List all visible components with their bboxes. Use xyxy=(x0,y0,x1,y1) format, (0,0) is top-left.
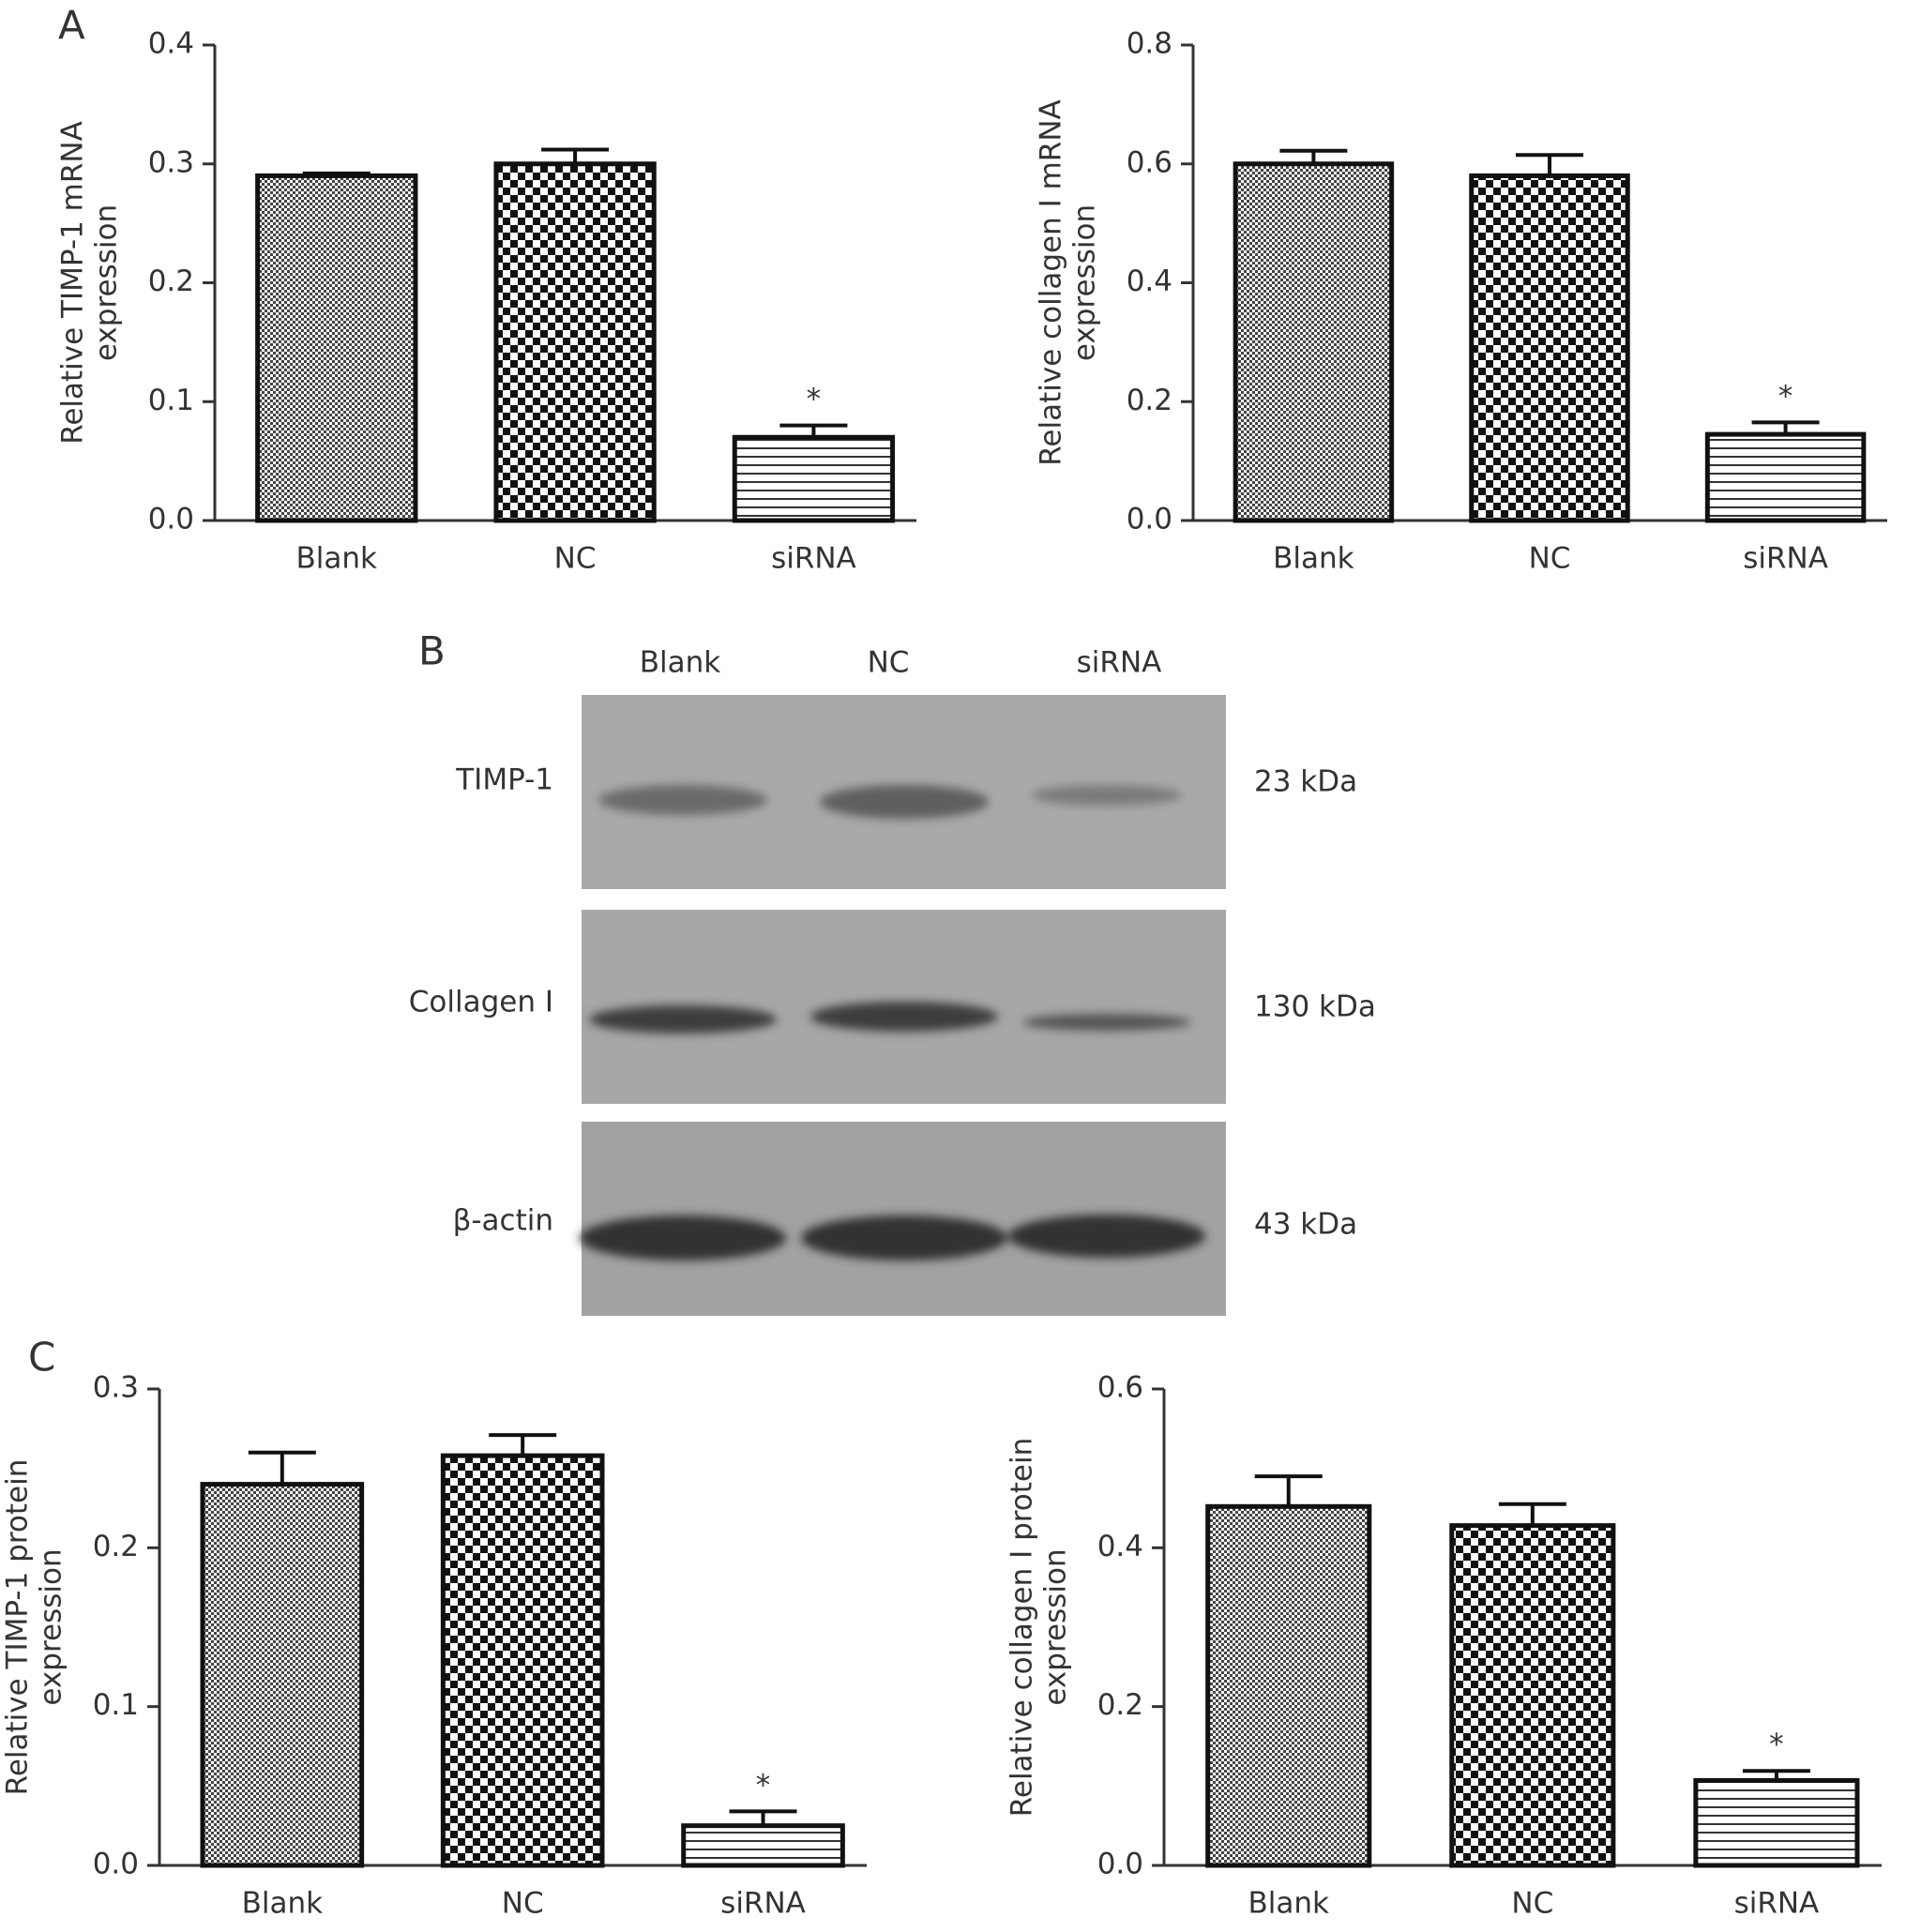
y-tick-label: 0.0 xyxy=(1127,503,1172,536)
x-tick-label: NC xyxy=(1511,1887,1553,1921)
y-tick-label: 0.4 xyxy=(148,27,194,61)
y-axis-label: expression xyxy=(1068,204,1102,361)
bar xyxy=(493,161,657,523)
y-tick-label: 0.2 xyxy=(1097,1688,1143,1722)
bar xyxy=(1449,1523,1616,1868)
y-tick-label: 0.0 xyxy=(93,1848,139,1881)
x-tick-label: Blank xyxy=(1273,542,1354,576)
band-label: Collagen I xyxy=(409,986,553,1019)
significance-mark: * xyxy=(1769,1728,1784,1762)
y-tick-label: 0.1 xyxy=(93,1688,139,1722)
y-tick-label: 0.4 xyxy=(1127,264,1172,298)
band-size: 43 kDa xyxy=(1254,1208,1357,1242)
y-tick-label: 0.8 xyxy=(1127,27,1172,61)
y-axis-label: expression xyxy=(90,204,124,361)
significance-mark: * xyxy=(807,383,822,416)
lane-label: Blank xyxy=(640,646,721,680)
panel-label: C xyxy=(28,1335,55,1381)
bar xyxy=(1205,1503,1372,1868)
y-tick-label: 0.0 xyxy=(148,503,194,536)
y-tick-label: 0.6 xyxy=(1097,1371,1143,1405)
x-tick-label: siRNA xyxy=(1734,1887,1820,1921)
y-tick-label: 0.0 xyxy=(1097,1848,1143,1881)
band-size: 130 kDa xyxy=(1254,990,1376,1024)
bar xyxy=(440,1453,605,1868)
panel-label: A xyxy=(58,3,85,49)
y-axis-label: Relative collagen I mRNA xyxy=(1035,99,1068,465)
x-tick-label: siRNA xyxy=(771,542,856,576)
bar xyxy=(1704,431,1867,523)
y-axis-label: expression xyxy=(1039,1548,1073,1705)
y-axis-label: Relative collagen I protein xyxy=(1006,1438,1039,1818)
bar xyxy=(681,1823,845,1868)
x-tick-label: siRNA xyxy=(720,1887,806,1921)
bar xyxy=(1233,161,1395,523)
y-axis-label: expression xyxy=(35,1548,68,1705)
y-tick-label: 0.2 xyxy=(1127,384,1172,417)
y-axis-label: Relative TIMP-1 protein xyxy=(1,1459,35,1796)
band-label: TIMP-1 xyxy=(455,763,553,797)
panel-label: B xyxy=(418,628,446,674)
bar xyxy=(1469,173,1630,523)
band-size: 23 kDa xyxy=(1254,765,1357,799)
y-tick-label: 0.6 xyxy=(1127,145,1172,179)
lane-label: NC xyxy=(868,646,910,680)
y-tick-label: 0.2 xyxy=(148,264,194,298)
y-tick-label: 0.4 xyxy=(1097,1530,1143,1563)
y-tick-label: 0.3 xyxy=(93,1371,139,1405)
x-tick-label: NC xyxy=(1529,542,1571,576)
blot-image xyxy=(580,695,1226,1316)
significance-mark: * xyxy=(756,1769,771,1803)
x-tick-label: Blank xyxy=(242,1887,324,1921)
x-tick-label: Blank xyxy=(296,542,378,576)
y-tick-label: 0.2 xyxy=(93,1530,139,1563)
bar xyxy=(1693,1777,1860,1868)
significance-mark: * xyxy=(1778,380,1793,414)
y-tick-label: 0.3 xyxy=(148,145,194,179)
y-axis-label: Relative TIMP-1 mRNA xyxy=(56,121,90,445)
x-tick-label: siRNA xyxy=(1743,542,1828,576)
x-tick-label: Blank xyxy=(1248,1887,1329,1921)
x-tick-label: NC xyxy=(554,542,597,576)
y-tick-label: 0.1 xyxy=(148,384,194,417)
bar xyxy=(255,173,418,523)
bar xyxy=(200,1482,365,1868)
lane-label: siRNA xyxy=(1077,646,1162,680)
bar xyxy=(732,434,896,523)
x-tick-label: NC xyxy=(502,1887,544,1921)
band-label: β-actin xyxy=(453,1204,553,1238)
